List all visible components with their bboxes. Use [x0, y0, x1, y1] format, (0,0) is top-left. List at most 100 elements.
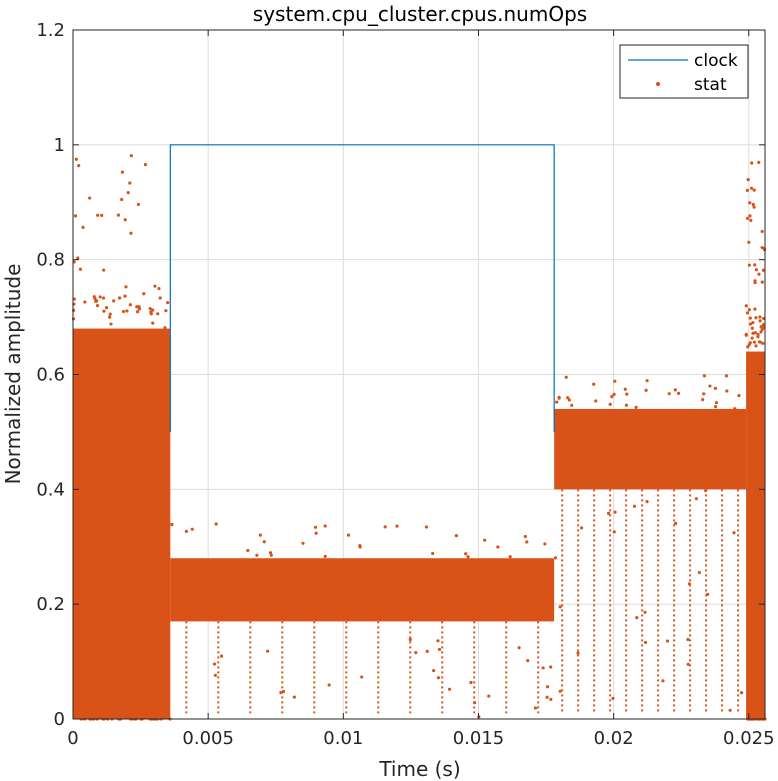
stat-point [541, 666, 545, 670]
stat-point [125, 309, 129, 313]
stat-point [124, 285, 128, 289]
stat-point [760, 327, 764, 332]
stat-point [92, 295, 96, 299]
stat-point [759, 325, 763, 329]
stat-point [558, 605, 562, 609]
stat-point [645, 500, 649, 504]
tick-labels: 0 0.005 0.01 0.015 0.02 0.025 0 0.2 0.4 0.6 0.8 1 1.… [36, 20, 774, 749]
stat-point [98, 295, 102, 299]
stat-point [269, 553, 273, 557]
stat-point [163, 326, 167, 330]
stat-point [757, 160, 761, 164]
stat-point [108, 312, 112, 316]
stat-point [749, 186, 754, 190]
stat-point [612, 392, 616, 396]
stat-point [748, 322, 753, 326]
stat-band [746, 351, 765, 719]
stat-point [739, 691, 744, 695]
chart-title: system.cpu_cluster.cpus.numOps [253, 2, 587, 26]
stat-point [702, 392, 706, 396]
x-tick-label: 0.01 [323, 728, 363, 749]
stat-point [610, 394, 614, 399]
stat-point [749, 218, 753, 223]
stat-point [156, 312, 160, 316]
stat-point [153, 284, 157, 288]
x-tick-label: 0.025 [723, 728, 775, 749]
stat-point [733, 407, 737, 411]
stat-point [746, 216, 750, 220]
stat-point [545, 695, 549, 699]
stat-point [744, 333, 748, 337]
stat-point [346, 533, 351, 537]
stat-point [754, 316, 758, 320]
stat-point [301, 541, 305, 545]
stat-point [697, 570, 702, 575]
stat-point [431, 551, 435, 556]
x-axis-label: Time (s) [378, 757, 460, 781]
stat-point [750, 326, 754, 330]
y-tick-label: 1 [54, 135, 65, 156]
stat-point [323, 554, 327, 558]
stat-point [425, 649, 429, 653]
stat-point [594, 399, 598, 403]
stat-point [158, 296, 162, 300]
x-tick-label: 0.02 [594, 728, 634, 749]
stat-point [266, 649, 270, 653]
stat-band [73, 328, 171, 719]
stat-point [674, 521, 678, 526]
stat-point [95, 299, 99, 303]
stat-point [184, 529, 188, 533]
stat-point [148, 306, 152, 311]
stat-point [545, 685, 550, 689]
stat-point [123, 294, 127, 298]
stat-point [613, 379, 617, 383]
stat-point [104, 305, 109, 310]
stat-point [759, 330, 763, 334]
stat-point [447, 687, 452, 691]
stat-point [748, 316, 752, 320]
y-tick-label: 0.4 [36, 479, 65, 500]
y-tick-label: 0.6 [36, 365, 65, 386]
legend-stat-swatch [656, 82, 660, 86]
stat-point [751, 320, 755, 325]
stat-point [533, 706, 538, 710]
stat-point [567, 398, 571, 402]
stat-band [554, 408, 747, 490]
stat-point [96, 213, 100, 217]
stat-point [549, 697, 553, 702]
stat-point [756, 332, 760, 337]
stat-point [761, 323, 766, 327]
stat-point [525, 540, 529, 544]
stat-point [576, 651, 580, 655]
stat-point [213, 673, 217, 677]
x-tick-label: 0 [67, 728, 78, 749]
stat-point [123, 218, 127, 222]
stat-point [101, 296, 106, 300]
stat-point [756, 335, 760, 339]
stat-point [469, 680, 473, 685]
stat-point [612, 530, 616, 534]
stat-point [553, 556, 558, 560]
stat-point [724, 374, 729, 378]
stat-point [436, 639, 440, 643]
stat-point [151, 321, 155, 325]
stat-point [752, 205, 756, 209]
stat-point [752, 340, 756, 344]
stat-point [747, 308, 751, 312]
stat-point [746, 345, 750, 349]
stat-point [120, 170, 125, 174]
stat-point [81, 225, 85, 229]
stat-point [713, 386, 718, 390]
stat-point [170, 522, 174, 527]
stat-point [725, 389, 729, 393]
stat-point [747, 263, 751, 267]
stat-point [643, 640, 648, 645]
stat-point [135, 305, 139, 309]
stat-point [754, 344, 758, 348]
stat-point [748, 341, 752, 345]
stat-point [487, 694, 491, 698]
legend: clock stat [619, 44, 749, 99]
legend-stat-label: stat [694, 75, 727, 95]
stat-point [676, 391, 681, 395]
